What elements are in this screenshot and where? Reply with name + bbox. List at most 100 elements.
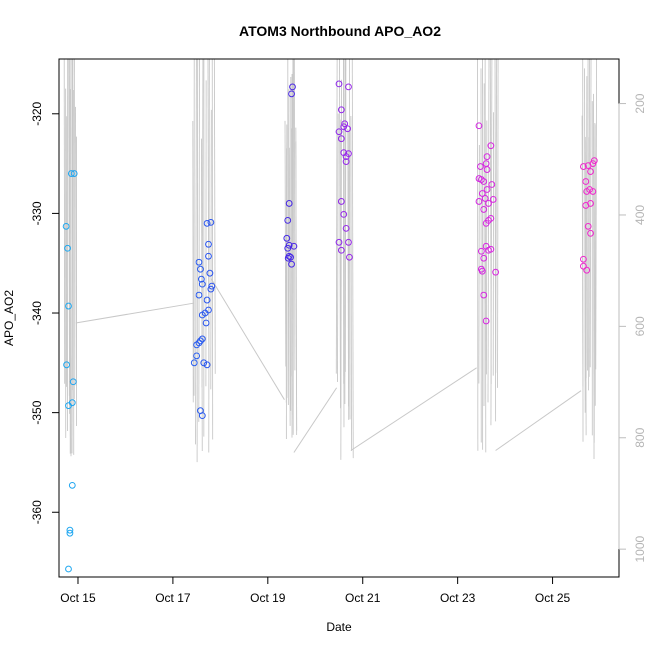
data-point bbox=[346, 253, 353, 261]
data-point bbox=[68, 481, 76, 489]
trace-line bbox=[213, 58, 216, 374]
trace-line bbox=[293, 58, 296, 371]
trace-line bbox=[335, 58, 338, 374]
data-point bbox=[285, 241, 293, 249]
data-point bbox=[70, 170, 78, 177]
trace-line bbox=[208, 58, 210, 453]
data-point bbox=[340, 211, 348, 218]
trace-line bbox=[198, 58, 200, 422]
right-tick-label: 1000 bbox=[633, 535, 647, 562]
data-point bbox=[284, 216, 292, 224]
data-point bbox=[203, 219, 211, 227]
x-tick-label: Oct 19 bbox=[250, 591, 286, 605]
data-point bbox=[337, 246, 345, 254]
data-point bbox=[589, 188, 597, 195]
data-point bbox=[195, 339, 203, 347]
x-axis-label: Date bbox=[326, 620, 352, 634]
y-axis-label: APO_AO2 bbox=[2, 290, 16, 346]
data-point bbox=[67, 170, 75, 177]
data-point bbox=[66, 529, 74, 537]
trace-line bbox=[351, 58, 354, 459]
trace-line bbox=[287, 89, 290, 405]
data-point bbox=[481, 195, 489, 202]
trace-line bbox=[71, 58, 74, 454]
data-point bbox=[288, 260, 295, 268]
data-point bbox=[197, 275, 205, 283]
data-point bbox=[65, 565, 72, 573]
data-point bbox=[344, 125, 351, 133]
x-tick-label: Oct 17 bbox=[155, 591, 191, 605]
data-point bbox=[285, 200, 293, 207]
trace-line bbox=[344, 58, 347, 372]
data-point bbox=[198, 335, 206, 343]
trace-line bbox=[497, 58, 499, 388]
data-point bbox=[342, 158, 350, 166]
data-point bbox=[66, 526, 74, 534]
data-point bbox=[203, 361, 211, 369]
data-point bbox=[587, 229, 594, 237]
data-point bbox=[198, 412, 206, 420]
data-point bbox=[289, 83, 296, 91]
trace-line bbox=[288, 147, 291, 426]
trace-line bbox=[285, 124, 288, 403]
trace-line bbox=[584, 68, 586, 413]
data-point bbox=[65, 302, 72, 310]
data-point bbox=[335, 238, 343, 246]
trace-line bbox=[68, 89, 71, 396]
data-point bbox=[340, 123, 348, 131]
trace-line bbox=[350, 115, 353, 451]
y-tick-label: -330 bbox=[30, 201, 44, 225]
data-point bbox=[580, 262, 587, 270]
data-point bbox=[580, 255, 587, 263]
data-point bbox=[193, 352, 201, 360]
data-point bbox=[590, 157, 598, 165]
data-point bbox=[487, 245, 495, 253]
trace-segment bbox=[495, 390, 582, 451]
data-point bbox=[335, 128, 343, 136]
trace-segment bbox=[210, 277, 285, 400]
data-point bbox=[477, 163, 484, 170]
data-point bbox=[492, 268, 500, 276]
trace-line bbox=[284, 120, 287, 367]
data-point bbox=[203, 296, 211, 304]
data-points bbox=[62, 80, 598, 573]
data-point bbox=[480, 206, 488, 213]
data-point bbox=[482, 317, 490, 325]
trace-line bbox=[595, 58, 598, 370]
data-point bbox=[69, 378, 77, 386]
x-tick-label: Oct 21 bbox=[345, 591, 381, 605]
data-point bbox=[208, 282, 216, 290]
trace-segment bbox=[293, 387, 338, 453]
data-point bbox=[197, 337, 204, 345]
data-point bbox=[288, 90, 295, 98]
data-point bbox=[335, 80, 343, 88]
data-point bbox=[587, 168, 594, 175]
data-point bbox=[205, 306, 212, 314]
right-tick-label: 200 bbox=[633, 93, 647, 113]
data-point bbox=[586, 186, 593, 193]
trace-segment bbox=[75, 302, 195, 324]
data-point bbox=[487, 214, 495, 222]
data-point bbox=[202, 319, 210, 327]
trace-line bbox=[584, 136, 587, 436]
data-point bbox=[475, 198, 483, 205]
y-tick-label: -350 bbox=[30, 400, 44, 424]
trace-line bbox=[589, 58, 592, 368]
data-point bbox=[198, 280, 206, 288]
data-point bbox=[206, 269, 214, 277]
trace-line bbox=[490, 58, 493, 426]
data-point bbox=[283, 234, 291, 242]
y-tick-label: -340 bbox=[30, 301, 44, 325]
trace-line bbox=[196, 58, 199, 463]
data-point bbox=[345, 83, 352, 91]
data-point bbox=[207, 285, 215, 293]
data-point bbox=[582, 178, 590, 185]
data-point bbox=[341, 120, 349, 128]
right-tick-label: 400 bbox=[633, 205, 647, 225]
data-point bbox=[583, 266, 591, 274]
data-point bbox=[488, 181, 496, 188]
trace-lines bbox=[63, 58, 598, 463]
trace-line bbox=[291, 58, 294, 438]
